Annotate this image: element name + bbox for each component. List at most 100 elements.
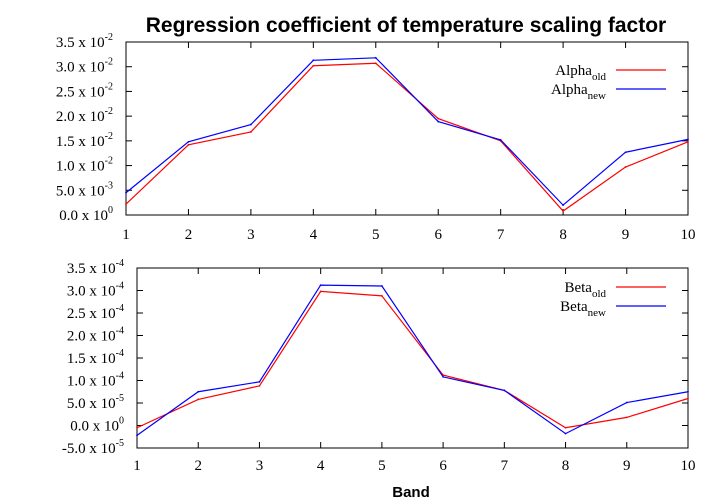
x-axis-label: Band: [392, 484, 430, 501]
data-point-alpha-old: [437, 117, 440, 120]
data-point-alpha-old: [624, 166, 627, 168]
y-tick-mantissa: 1.0 x 10: [67, 374, 116, 390]
data-point-alpha-new: [312, 59, 315, 62]
y-tick-mantissa: 1.5 x 10: [56, 134, 105, 150]
y-tick-exponent: 0: [108, 205, 113, 216]
y-tick-label: 2.0 x 10-4: [67, 326, 124, 345]
data-point-alpha-old: [687, 140, 689, 143]
legend-name: Beta: [560, 299, 588, 315]
y-tick-mantissa: 2.0 x 10: [56, 109, 105, 125]
series-line-alpha-new: [125, 57, 689, 206]
data-point-alpha-new: [687, 138, 689, 141]
x-tick-label: 10: [681, 458, 696, 474]
x-tick-label: 6: [439, 458, 447, 474]
data-point-beta-new: [258, 380, 261, 383]
legend-subscript: old: [592, 288, 607, 300]
y-tick-label: 1.5 x 10-2: [56, 131, 113, 150]
data-point-alpha-old: [249, 131, 252, 133]
y-tick-mantissa: 3.5 x 10: [67, 261, 116, 277]
y-tick-mantissa: 3.0 x 10: [56, 60, 105, 76]
data-point-alpha-old: [374, 62, 377, 65]
y-tick-label: 2.5 x 10-4: [67, 303, 124, 322]
data-point-alpha-new: [374, 56, 377, 59]
y-tick-mantissa: 2.5 x 10: [67, 306, 116, 322]
y-tick-label: 0.0 x 100: [70, 416, 124, 435]
y-tick-mantissa: 2.5 x 10: [56, 84, 105, 100]
y-tick-mantissa: 5.0 x 10: [56, 183, 105, 199]
legend-label: Alphanew: [551, 82, 606, 102]
data-point-alpha-new: [562, 204, 565, 207]
legend-label: Betanew: [560, 299, 606, 319]
y-tick-label: 3.0 x 10-2: [56, 57, 113, 76]
y-tick-label: 3.0 x 10-4: [67, 281, 124, 300]
y-tick-mantissa: 5.0 x 10: [67, 396, 116, 412]
data-point-beta-new: [197, 390, 200, 393]
y-tick-exponent: -2: [105, 106, 113, 117]
x-tick-label: 1: [122, 227, 130, 243]
data-point-beta-new: [564, 432, 567, 435]
x-tick-label: 2: [185, 227, 193, 243]
y-tick-exponent: -2: [105, 32, 113, 43]
data-point-alpha-old: [187, 143, 190, 146]
x-tick-label: 8: [559, 227, 567, 243]
x-tick-label: 5: [372, 227, 380, 243]
series-line-beta-old: [136, 290, 689, 429]
y-tick-label: 3.5 x 10-2: [56, 32, 113, 51]
data-point-beta-old: [380, 295, 383, 297]
y-tick-mantissa: 1.0 x 10: [56, 159, 105, 175]
y-tick-exponent: -2: [105, 81, 113, 92]
y-tick-label: 1.0 x 10-4: [67, 371, 124, 390]
legend-name: Beta: [564, 280, 592, 296]
y-tick-mantissa: 3.0 x 10: [67, 284, 116, 300]
y-tick-label: -5.0 x 10-5: [62, 438, 124, 457]
legend-subscript: old: [592, 71, 607, 83]
y-tick-exponent: -3: [105, 180, 113, 191]
x-tick-label: 7: [497, 227, 505, 243]
y-tick-mantissa: 1.5 x 10: [67, 351, 116, 367]
data-point-alpha-new: [437, 120, 440, 123]
plot-frame: [125, 41, 689, 216]
y-tick-mantissa: 0.0 x 10: [59, 208, 108, 224]
y-tick-mantissa: 2.0 x 10: [67, 329, 116, 345]
x-tick-label: 1: [133, 458, 141, 474]
y-tick-mantissa: 0.0 x 10: [70, 419, 119, 435]
legend-label: Alphaold: [555, 63, 606, 83]
data-point-alpha-new: [249, 123, 252, 126]
legend-subscript: new: [588, 307, 606, 319]
data-point-alpha-new: [499, 138, 502, 141]
y-tick-exponent: -4: [116, 303, 124, 314]
y-tick-exponent: -2: [105, 131, 113, 142]
y-tick-exponent: -4: [116, 326, 124, 337]
y-tick-exponent: -4: [116, 281, 124, 292]
x-tick-label: 8: [562, 458, 570, 474]
legend-label: Betaold: [564, 280, 606, 300]
data-point-alpha-old: [125, 203, 127, 206]
x-tick-label: 10: [681, 227, 696, 243]
data-point-alpha-new: [187, 140, 190, 143]
y-tick-exponent: -2: [105, 156, 113, 167]
data-point-alpha-new: [125, 191, 127, 194]
x-tick-label: 9: [622, 227, 630, 243]
x-tick-label: 9: [623, 458, 631, 474]
data-point-beta-old: [625, 416, 628, 419]
data-point-beta-old: [319, 290, 322, 293]
series-line-beta-new: [136, 284, 689, 436]
data-point-beta-old: [258, 385, 261, 387]
x-tick-label: 2: [194, 458, 202, 474]
y-tick-label: 1.0 x 10-2: [56, 156, 113, 175]
series-line-alpha-old: [125, 62, 689, 212]
data-point-beta-new: [442, 376, 445, 378]
y-tick-label: 5.0 x 10-3: [56, 180, 113, 199]
x-tick-label: 7: [501, 458, 509, 474]
data-point-beta-new: [380, 285, 383, 287]
y-tick-label: 5.0 x 10-5: [67, 393, 124, 412]
x-tick-label: 4: [317, 458, 325, 474]
y-tick-label: 0.0 x 100: [59, 205, 113, 224]
data-point-beta-new: [687, 390, 689, 393]
data-point-alpha-old: [562, 210, 565, 212]
y-tick-label: 1.5 x 10-4: [67, 348, 124, 367]
y-tick-exponent: -4: [116, 258, 124, 269]
